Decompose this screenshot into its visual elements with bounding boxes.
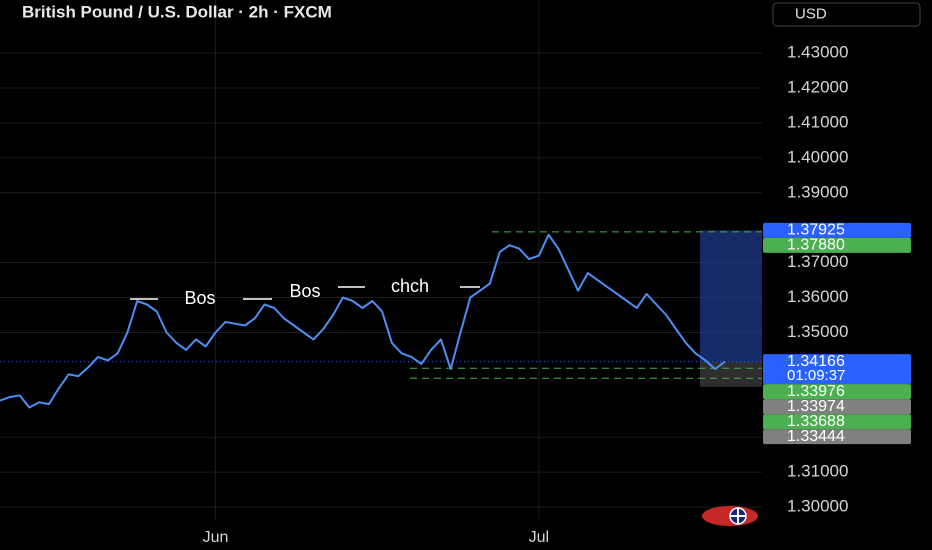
- price-line: [0, 233, 726, 409]
- y-tick-label: 1.40000: [787, 147, 848, 166]
- price-label-box: [763, 384, 911, 400]
- position-stop-zone: [700, 361, 762, 387]
- y-tick-label: 1.37000: [787, 252, 848, 271]
- annotation: chch: [391, 276, 429, 296]
- price-label: 1.33444: [787, 428, 845, 445]
- y-tick-label: 1.30000: [787, 497, 848, 516]
- price-label-box: [763, 414, 911, 430]
- currency-label[interactable]: USD: [795, 5, 827, 22]
- countdown: 01:09:37: [787, 367, 845, 384]
- price-label: 1.33688: [787, 413, 845, 430]
- price-axis: 1.300001.310001.320001.350001.360001.370…: [763, 43, 911, 516]
- price-label-box: [763, 354, 911, 385]
- annotation: Bos: [289, 281, 320, 301]
- flag-icon: [702, 506, 758, 526]
- chart-title: British Pound / U.S. Dollar · 2h · FXCM: [22, 2, 332, 21]
- y-tick-label: 1.36000: [787, 287, 848, 306]
- price-label: 1.37925: [787, 222, 845, 239]
- price-label: 1.33976: [787, 383, 845, 400]
- x-tick-label: Jun: [203, 529, 229, 546]
- currency-button[interactable]: [772, 2, 921, 27]
- price-label: 1.33974: [787, 398, 845, 415]
- price-label-box: [763, 222, 911, 238]
- y-tick-label: 1.42000: [787, 77, 848, 96]
- price-label-box: [763, 399, 911, 415]
- annotation: Bos: [184, 288, 215, 308]
- price-label: 1.37880: [787, 237, 845, 254]
- grid: [0, 0, 762, 520]
- y-tick-label: 1.35000: [787, 322, 848, 341]
- price-label-box: [763, 237, 911, 253]
- y-tick-label: 1.43000: [787, 43, 848, 62]
- y-tick-label: 1.39000: [787, 182, 848, 201]
- x-tick-label: Jul: [529, 529, 549, 546]
- y-tick-label: 1.31000: [787, 462, 848, 481]
- position-target-zone: [700, 230, 762, 362]
- price-label: 1.34166: [787, 353, 845, 370]
- plot: Bos Bos chch: [0, 230, 762, 409]
- price-label-box: [763, 429, 911, 445]
- y-tick-label: 1.41000: [787, 112, 848, 131]
